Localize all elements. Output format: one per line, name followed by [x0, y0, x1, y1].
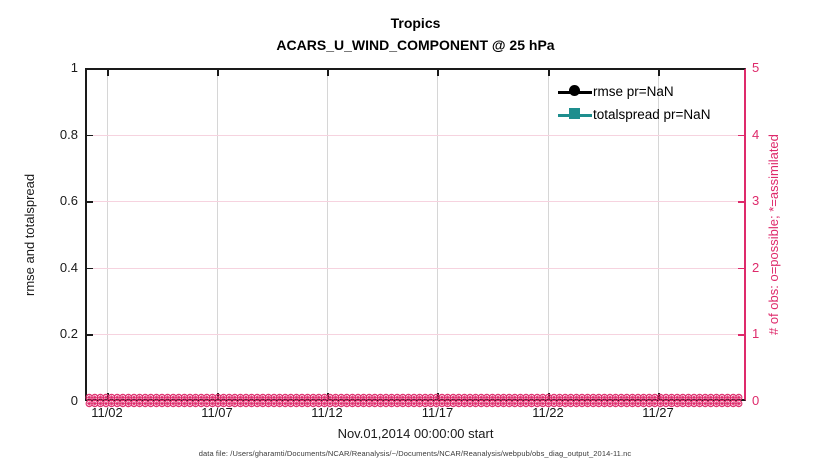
- x-tick-label: 11/27: [642, 405, 674, 420]
- y-left-tick-mark: [87, 134, 93, 137]
- gridline-vertical: [107, 70, 108, 399]
- y-axis-label-right: # of obs: o=possible; *=assimilated: [766, 134, 781, 335]
- gridline-horizontal: [87, 134, 744, 136]
- x-tick-label: 11/17: [421, 405, 454, 420]
- gridline-vertical: [548, 70, 549, 399]
- y-right-tick-label: 4: [752, 126, 760, 142]
- rmse-circle-marker-icon: [569, 85, 580, 96]
- y-left-tick-label: 0.4: [59, 259, 78, 275]
- x-tick-label: 11/12: [311, 405, 343, 420]
- y-left-tick-label: 0: [70, 393, 78, 408]
- gridline-horizontal: [87, 201, 744, 203]
- x-tick-label: 11/22: [532, 405, 564, 420]
- x-tick-mark: [327, 70, 329, 76]
- y-left-tick-label: 1: [70, 60, 78, 75]
- y-right-tick-mark: [738, 267, 744, 270]
- x-tick-mark: [658, 70, 660, 76]
- y-left-tick-mark: [87, 334, 93, 336]
- y-right-tick-label: 2: [752, 259, 760, 275]
- y-left-tick-label: 0.6: [59, 193, 78, 209]
- y-right-tick-mark: [738, 134, 744, 137]
- x-axis-label: Nov.01,2014 00:00:00 start: [337, 426, 494, 441]
- gridline-vertical: [437, 70, 438, 399]
- x-tick-label: 11/02: [91, 405, 123, 420]
- y-right-tick-label: 3: [752, 193, 760, 209]
- y-left-tick-label: 0.8: [59, 126, 78, 142]
- legend-label-totalspread: totalspread pr=NaN: [593, 107, 711, 122]
- chart-title: Tropics: [390, 15, 441, 31]
- gridline-horizontal: [87, 267, 744, 269]
- x-tick-mark: [437, 70, 439, 76]
- y-right-tick-label: 1: [752, 326, 760, 342]
- chart-subtitle: ACARS_U_WIND_COMPONENT @ 25 hPa: [276, 37, 555, 53]
- y-right-tick-mark: [738, 334, 744, 336]
- y-axis-label-left: rmse and totalspread: [22, 173, 37, 296]
- totalspread-square-marker-icon: [569, 108, 580, 119]
- y-right-tick-mark: [738, 201, 744, 203]
- x-tick-mark: [107, 70, 109, 76]
- gridline-vertical: [217, 70, 218, 399]
- y-left-tick-label: 0.2: [59, 326, 78, 342]
- obs-markers-band: [85, 393, 743, 408]
- x-tick-label: 11/07: [201, 405, 233, 420]
- plot-area: rmse pr=NaN totalspread pr=NaN: [85, 68, 746, 401]
- y-right-tick-label: 0: [752, 393, 760, 408]
- x-tick-mark: [548, 70, 550, 76]
- x-tick-mark: [217, 70, 219, 76]
- legend-label-rmse: rmse pr=NaN: [593, 84, 674, 99]
- y-left-tick-mark: [87, 267, 93, 270]
- gridline-vertical: [327, 70, 328, 399]
- gridline-vertical: [658, 70, 659, 399]
- y-left-tick-mark: [87, 201, 93, 203]
- y-right-tick-label: 5: [752, 60, 760, 75]
- gridline-horizontal: [87, 334, 744, 336]
- data-file-caption: data file: /Users/gharamti/Documents/NCA…: [198, 449, 632, 458]
